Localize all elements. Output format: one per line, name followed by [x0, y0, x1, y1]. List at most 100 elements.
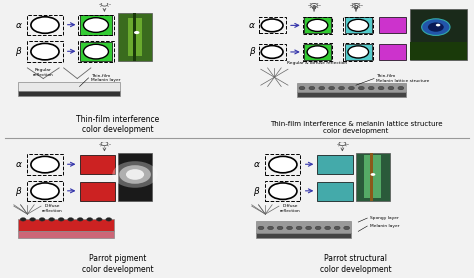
- Circle shape: [315, 226, 321, 230]
- Text: Regular
reflection: Regular reflection: [33, 68, 54, 77]
- Bar: [297, 83, 406, 92]
- Bar: [344, 17, 373, 34]
- Bar: [265, 181, 301, 202]
- Text: Regular & diffuse reflection: Regular & diffuse reflection: [287, 61, 347, 65]
- Text: Thin-film interference
color development: Thin-film interference color development: [76, 115, 160, 134]
- Bar: [18, 231, 113, 238]
- Circle shape: [371, 173, 375, 176]
- Circle shape: [58, 218, 64, 221]
- Bar: [128, 18, 142, 56]
- Circle shape: [325, 226, 330, 230]
- Bar: [27, 15, 63, 35]
- Circle shape: [348, 86, 355, 90]
- Circle shape: [269, 156, 297, 173]
- Bar: [78, 15, 113, 35]
- Circle shape: [428, 23, 444, 32]
- Bar: [345, 18, 372, 33]
- Circle shape: [378, 86, 384, 90]
- Circle shape: [306, 226, 311, 230]
- Circle shape: [261, 46, 283, 58]
- Bar: [304, 18, 331, 33]
- Circle shape: [388, 86, 394, 90]
- Bar: [318, 155, 353, 174]
- Text: Parrot pigment
color development: Parrot pigment color development: [82, 254, 154, 274]
- Circle shape: [307, 19, 328, 31]
- Bar: [27, 154, 63, 175]
- Circle shape: [83, 44, 109, 59]
- Circle shape: [112, 161, 158, 188]
- Bar: [318, 182, 353, 201]
- Bar: [258, 18, 286, 33]
- Text: α: α: [249, 21, 255, 30]
- Bar: [27, 41, 63, 62]
- Bar: [303, 17, 332, 34]
- Text: β: β: [254, 187, 259, 196]
- Bar: [27, 181, 63, 202]
- Bar: [256, 221, 351, 233]
- Circle shape: [31, 17, 59, 33]
- Text: a: a: [312, 4, 316, 11]
- Text: α: α: [15, 160, 21, 169]
- Bar: [80, 155, 115, 174]
- Text: Spongy layer: Spongy layer: [370, 216, 398, 220]
- Bar: [303, 43, 332, 61]
- Bar: [133, 13, 136, 61]
- Circle shape: [77, 218, 83, 221]
- Text: Diffuse
reflection: Diffuse reflection: [42, 205, 63, 213]
- Bar: [304, 44, 331, 60]
- Bar: [370, 153, 373, 201]
- Circle shape: [134, 31, 139, 34]
- Circle shape: [422, 19, 450, 35]
- Circle shape: [268, 226, 273, 230]
- Circle shape: [328, 86, 335, 90]
- Bar: [80, 182, 115, 201]
- Bar: [80, 15, 112, 35]
- Circle shape: [87, 218, 92, 221]
- Circle shape: [258, 226, 264, 230]
- Circle shape: [277, 226, 283, 230]
- Circle shape: [296, 226, 302, 230]
- Circle shape: [31, 183, 59, 199]
- Circle shape: [83, 18, 109, 32]
- Bar: [118, 153, 152, 201]
- Circle shape: [20, 218, 26, 221]
- Bar: [410, 42, 467, 60]
- Circle shape: [30, 218, 36, 221]
- Circle shape: [338, 86, 345, 90]
- Text: Diffuse
reflection: Diffuse reflection: [280, 205, 301, 213]
- Bar: [297, 92, 406, 97]
- Circle shape: [126, 169, 144, 180]
- Bar: [356, 153, 390, 201]
- Circle shape: [368, 86, 374, 90]
- Circle shape: [307, 46, 328, 58]
- Bar: [410, 9, 467, 60]
- Bar: [365, 155, 382, 198]
- Bar: [80, 42, 112, 61]
- Bar: [258, 44, 286, 60]
- Text: Parrot structural
color development: Parrot structural color development: [320, 254, 392, 274]
- Text: Thin-film interference & melanin lattice structure
color development: Thin-film interference & melanin lattice…: [270, 121, 442, 134]
- Bar: [379, 18, 406, 33]
- Bar: [18, 91, 120, 96]
- Circle shape: [436, 24, 440, 26]
- Circle shape: [31, 156, 59, 173]
- Circle shape: [344, 226, 350, 230]
- Circle shape: [287, 226, 292, 230]
- Circle shape: [49, 218, 55, 221]
- Circle shape: [398, 86, 404, 90]
- Circle shape: [96, 218, 102, 221]
- Bar: [18, 219, 113, 231]
- Bar: [344, 43, 373, 61]
- Bar: [379, 44, 406, 60]
- Bar: [345, 44, 372, 60]
- Circle shape: [348, 46, 369, 58]
- Text: α: α: [253, 160, 259, 169]
- Circle shape: [68, 218, 73, 221]
- Text: β: β: [16, 187, 21, 196]
- Circle shape: [31, 43, 59, 60]
- Text: b: b: [354, 4, 358, 11]
- Bar: [118, 13, 152, 61]
- Bar: [265, 154, 301, 175]
- Text: Melanin layer: Melanin layer: [370, 224, 399, 228]
- Circle shape: [261, 19, 283, 32]
